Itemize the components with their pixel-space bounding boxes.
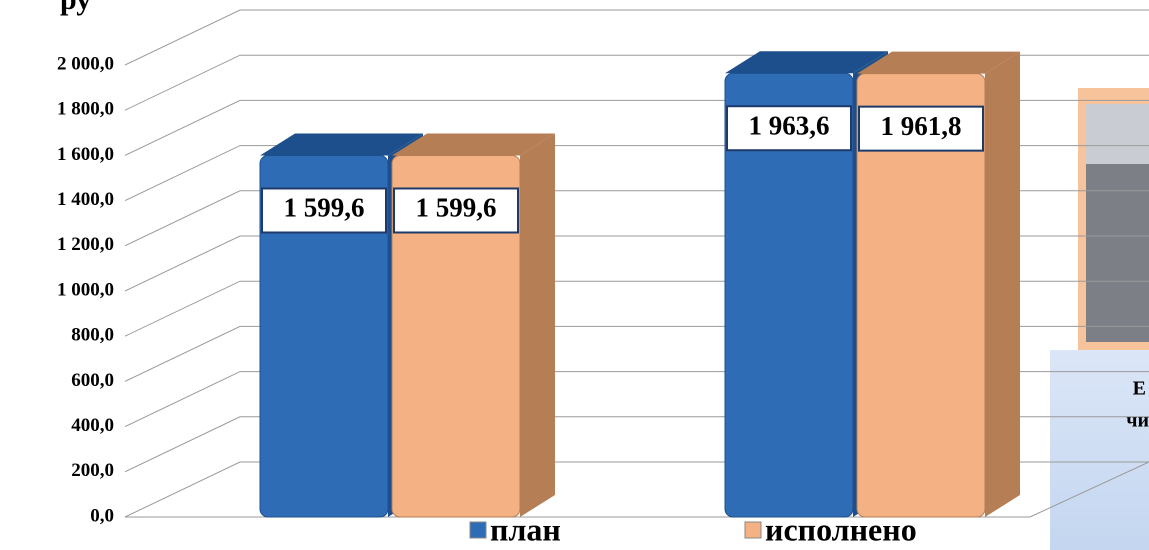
grid-line <box>124 9 1149 66</box>
y-tick-label: 600,0 <box>71 370 114 391</box>
value-label-box <box>261 187 387 234</box>
bar <box>391 154 521 518</box>
y-tick-label: 1 400,0 <box>57 189 114 210</box>
legend-marker <box>469 521 487 539</box>
value-label: 1 963,6 <box>749 110 830 140</box>
y-tick-label: 400,0 <box>71 415 114 436</box>
y-tick-label: 1 000,0 <box>57 279 114 300</box>
bar-top <box>392 133 555 156</box>
y-tick-label: 1 600,0 <box>57 144 114 165</box>
bar-side <box>985 51 1020 517</box>
side-panel <box>1050 350 1149 550</box>
y-tick-label: 0,0 <box>90 505 114 526</box>
bar-top <box>260 133 423 156</box>
photo-sky <box>1086 104 1149 164</box>
bar-top <box>725 51 888 74</box>
y-tick-label: 200,0 <box>71 460 114 481</box>
value-label: 1 961,8 <box>881 111 962 141</box>
bar <box>724 72 854 518</box>
bar-side <box>520 133 555 517</box>
plot: 0,0 200,0 400,0 600,0 800,0 1 000,0 1 200,0 1 4… <box>57 9 1149 547</box>
y-tick-label: 1 800,0 <box>57 99 114 120</box>
chart-title: ру <box>60 0 91 16</box>
legend-label: исполнено <box>765 511 917 547</box>
value-label-box <box>393 187 519 234</box>
y-tick-label: 800,0 <box>71 325 114 346</box>
legend-marker <box>744 521 762 539</box>
legend-label: план <box>490 511 561 547</box>
value-label: 1 599,6 <box>284 193 365 223</box>
y-tick-label: 1 200,0 <box>57 234 114 255</box>
y-tick-label: 2 000,0 <box>57 53 114 74</box>
value-label-box <box>726 105 852 152</box>
bar <box>856 73 986 518</box>
bar <box>259 154 389 518</box>
annotation: Е <box>1133 378 1146 400</box>
value-label-box <box>858 105 984 152</box>
annotation: чи <box>1126 410 1149 432</box>
value-label: 1 599,6 <box>416 193 497 223</box>
bar-top <box>857 51 1020 74</box>
